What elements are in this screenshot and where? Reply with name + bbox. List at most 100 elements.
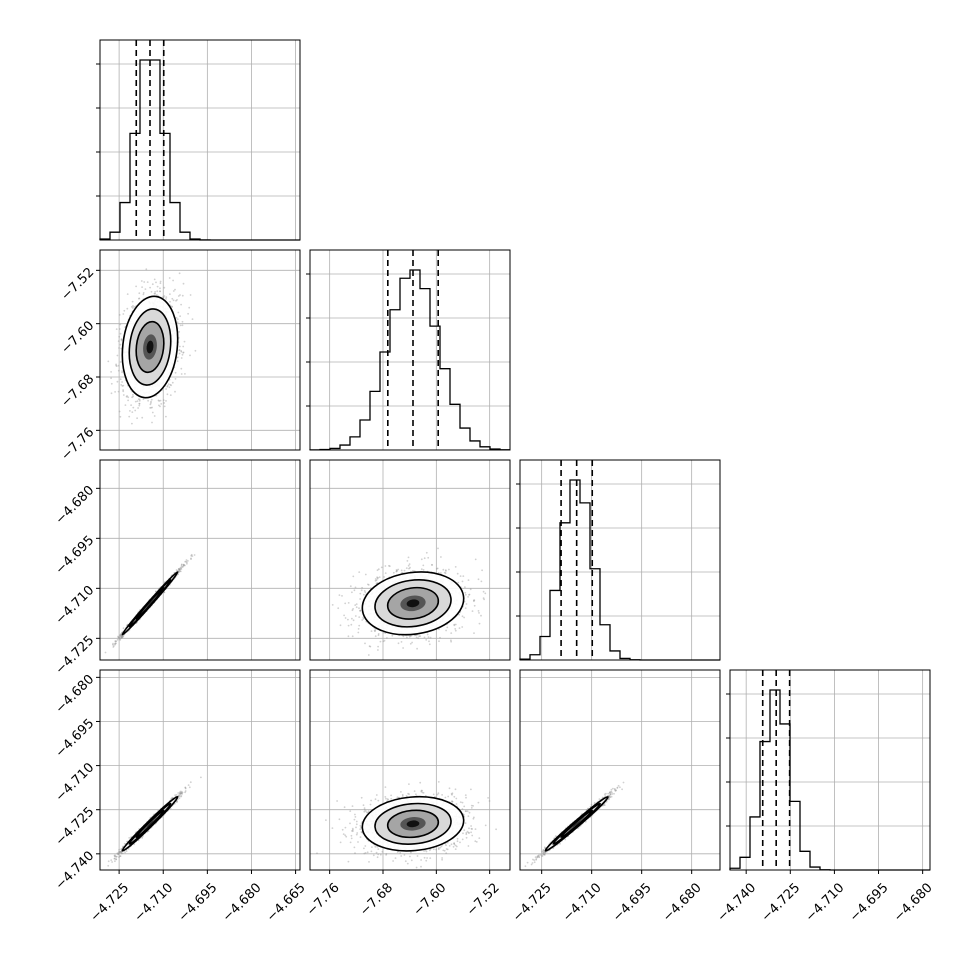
- sample-point: [178, 797, 181, 800]
- sample-point: [182, 345, 185, 348]
- sample-point: [177, 295, 180, 297]
- sample-point: [117, 340, 120, 342]
- sample-point: [444, 569, 447, 571]
- sample-point: [612, 787, 614, 790]
- sample-point: [420, 790, 423, 793]
- sample-point: [185, 560, 188, 563]
- sample-point: [441, 858, 443, 861]
- sample-point: [363, 807, 366, 809]
- sample-point: [112, 642, 114, 645]
- sample-point: [446, 626, 449, 629]
- sample-point: [386, 798, 389, 800]
- sample-point: [535, 858, 538, 860]
- sample-point: [339, 624, 342, 627]
- sample-point: [347, 860, 350, 863]
- sample-point: [462, 832, 464, 835]
- sample-point: [189, 294, 192, 296]
- sample-point: [482, 597, 485, 599]
- sample-point: [159, 290, 161, 293]
- sample-point: [341, 595, 343, 597]
- sample-point: [339, 841, 342, 844]
- panel-frame: [729, 669, 931, 871]
- sample-point: [454, 848, 457, 850]
- sample-point: [448, 787, 451, 790]
- sample-point: [338, 594, 341, 596]
- sample-point: [382, 640, 385, 643]
- sample-point: [138, 297, 140, 300]
- sample-point: [341, 828, 344, 831]
- sample-point: [131, 300, 134, 303]
- sample-point: [609, 793, 612, 796]
- sample-point: [464, 591, 467, 594]
- sample-point: [426, 857, 428, 859]
- sample-point: [408, 563, 411, 565]
- density-peak: [146, 820, 154, 828]
- sample-point: [363, 590, 366, 592]
- sample-point: [544, 851, 547, 854]
- sample-point: [445, 844, 447, 847]
- sample-point: [384, 786, 387, 788]
- sample-point: [543, 846, 546, 849]
- sample-point: [445, 570, 447, 572]
- sample-point: [359, 610, 361, 612]
- sample-point: [178, 568, 181, 570]
- sample-point: [118, 851, 120, 854]
- sample-point: [151, 421, 153, 424]
- sample-point: [452, 845, 455, 848]
- sample-point: [604, 795, 607, 797]
- sample-point: [118, 314, 121, 316]
- sample-point: [461, 626, 464, 628]
- sample-point: [355, 820, 358, 823]
- sample-point: [325, 819, 327, 821]
- sample-point: [403, 569, 406, 572]
- sample-point: [336, 800, 338, 802]
- sample-point: [542, 853, 545, 856]
- sample-point: [425, 850, 428, 853]
- sample-point: [178, 568, 181, 571]
- y-tick-label: −4.680: [53, 672, 98, 717]
- sample-point: [126, 307, 129, 310]
- sample-point: [401, 571, 403, 574]
- sample-point: [169, 383, 172, 386]
- sample-point: [531, 862, 534, 864]
- sample-point: [544, 851, 547, 853]
- sample-point: [354, 852, 356, 854]
- sample-point: [189, 781, 192, 784]
- sample-point: [467, 579, 470, 581]
- sample-point: [451, 800, 454, 803]
- sample-point: [155, 590, 157, 593]
- sample-point: [407, 556, 410, 559]
- sample-point: [337, 607, 340, 610]
- sample-point: [351, 591, 353, 594]
- sample-point: [610, 788, 613, 791]
- sample-point: [354, 586, 357, 589]
- sample-point: [171, 381, 174, 384]
- sample-point: [363, 810, 366, 813]
- sample-point: [181, 792, 183, 794]
- sample-point: [183, 564, 185, 567]
- sample-point: [138, 402, 141, 405]
- sample-point: [585, 808, 588, 811]
- sample-point: [473, 599, 475, 602]
- sample-point: [113, 857, 116, 860]
- sample-point: [614, 788, 616, 791]
- sample-point: [119, 637, 122, 640]
- sample-point: [128, 415, 131, 418]
- sample-point: [119, 855, 122, 857]
- sample-point: [141, 837, 144, 839]
- sample-point: [611, 791, 613, 794]
- sample-point: [541, 853, 544, 855]
- sample-point: [183, 340, 186, 343]
- sample-point: [187, 312, 190, 315]
- sample-point: [609, 796, 611, 798]
- sample-point: [361, 619, 364, 621]
- y-tick-label: −4.710: [53, 760, 98, 805]
- sample-point: [182, 282, 185, 285]
- panel-frame: [99, 669, 301, 871]
- sample-point: [468, 811, 471, 814]
- sample-point: [609, 796, 612, 799]
- sample-point: [165, 400, 167, 402]
- sample-point: [392, 571, 395, 574]
- sample-point: [464, 593, 467, 596]
- sample-point: [115, 364, 117, 367]
